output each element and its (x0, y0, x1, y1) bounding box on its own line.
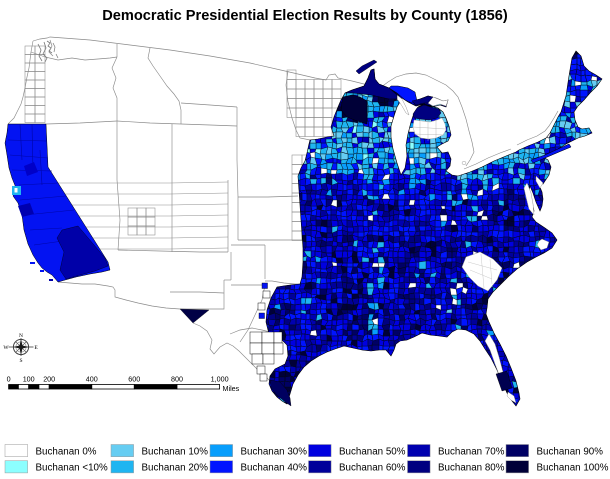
svg-text:Buchanan 20%: Buchanan 20% (142, 463, 209, 474)
svg-text:800: 800 (171, 375, 183, 384)
svg-text:Buchanan <10%: Buchanan <10% (36, 463, 108, 474)
svg-text:E: E (34, 345, 38, 351)
svg-text:100: 100 (23, 375, 35, 384)
svg-text:Buchanan 70%: Buchanan 70% (438, 446, 505, 457)
svg-text:W: W (3, 345, 9, 351)
svg-text:1,000: 1,000 (211, 375, 229, 384)
svg-text:Buchanan 100%: Buchanan 100% (537, 463, 609, 474)
svg-text:Buchanan 90%: Buchanan 90% (537, 446, 604, 457)
svg-text:Buchanan 40%: Buchanan 40% (241, 463, 308, 474)
svg-text:S: S (19, 358, 22, 364)
svg-text:Buchanan 0%: Buchanan 0% (36, 446, 97, 457)
svg-text:600: 600 (128, 375, 140, 384)
svg-text:Buchanan 60%: Buchanan 60% (339, 463, 406, 474)
svg-text:N: N (19, 333, 23, 339)
svg-text:Buchanan 30%: Buchanan 30% (241, 446, 308, 457)
svg-text:Buchanan 80%: Buchanan 80% (438, 463, 505, 474)
svg-text:Buchanan 50%: Buchanan 50% (339, 446, 406, 457)
svg-text:Democratic Presidential Electi: Democratic Presidential Election Results… (102, 8, 508, 24)
svg-text:Miles: Miles (223, 384, 240, 393)
svg-text:Buchanan 10%: Buchanan 10% (142, 446, 209, 457)
svg-text:0: 0 (7, 375, 11, 384)
svg-text:200: 200 (43, 375, 55, 384)
svg-text:400: 400 (86, 375, 98, 384)
